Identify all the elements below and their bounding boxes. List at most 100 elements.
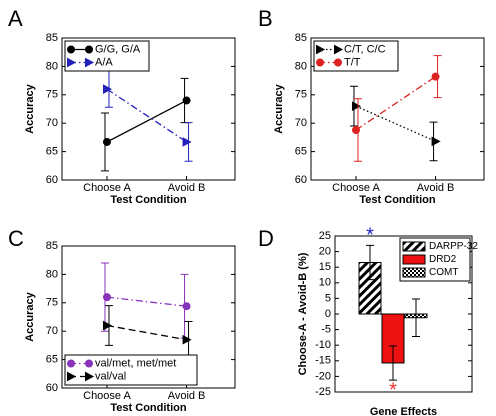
y-tick-label: 85 bbox=[46, 32, 58, 44]
data-point bbox=[102, 84, 113, 94]
y-tick-label: 65 bbox=[46, 354, 58, 366]
y-axis-label: Choose-A - Avoid-B (%) bbox=[297, 252, 309, 375]
annotation: * bbox=[389, 379, 397, 401]
y-axis-label: Accuracy bbox=[24, 291, 36, 341]
panel-label: C bbox=[8, 226, 24, 251]
legend-marker bbox=[316, 58, 324, 67]
y-tick-label: 70 bbox=[295, 117, 307, 129]
y-tick-label: 60 bbox=[295, 174, 307, 186]
data-point bbox=[431, 72, 440, 81]
series-line bbox=[106, 88, 187, 143]
legend-label: G/G, G/A bbox=[95, 43, 141, 55]
x-tick-label: Choose A bbox=[83, 390, 131, 402]
legend-label: A/A bbox=[95, 56, 113, 68]
x-tick-label: Avoid B bbox=[168, 390, 206, 402]
x-tick-label: Avoid B bbox=[168, 182, 206, 194]
series-line bbox=[355, 76, 436, 131]
y-tick-label: 75 bbox=[46, 89, 58, 101]
legend-marker bbox=[85, 57, 95, 68]
data-point bbox=[102, 293, 111, 302]
y-tick-label: 70 bbox=[46, 325, 58, 337]
legend-box bbox=[64, 40, 150, 72]
legend-marker bbox=[316, 44, 326, 55]
data-point bbox=[182, 334, 192, 345]
error-bar bbox=[389, 345, 397, 381]
y-axis-label: Accuracy bbox=[273, 83, 285, 133]
axes-frame bbox=[310, 37, 485, 181]
y-tick-label: -25 bbox=[315, 386, 331, 398]
legend-label: T/T bbox=[344, 56, 361, 68]
y-tick-label: 60 bbox=[46, 382, 58, 394]
data-point bbox=[182, 302, 191, 311]
legend-marker bbox=[67, 57, 77, 68]
x-tick-label: Choose A bbox=[83, 182, 131, 194]
data-point bbox=[351, 101, 362, 111]
y-tick-label: 0 bbox=[325, 308, 331, 320]
series-line bbox=[106, 324, 187, 341]
legend-marker bbox=[334, 58, 342, 67]
y-tick-label: 70 bbox=[46, 117, 58, 129]
y-tick-label: 60 bbox=[46, 174, 58, 186]
data-point bbox=[102, 137, 111, 146]
y-tick-label: 80 bbox=[46, 60, 58, 72]
series-line bbox=[106, 296, 187, 307]
panel-label: D bbox=[258, 226, 274, 251]
y-tick-label: 65 bbox=[295, 146, 307, 158]
legend-swatch bbox=[402, 267, 426, 278]
legend-label: C/T, C/C bbox=[344, 43, 386, 55]
x-axis-label: Test Condition bbox=[110, 402, 186, 414]
legend-label: DARPP-32 bbox=[429, 241, 478, 252]
legend-marker bbox=[334, 44, 344, 55]
legend-box bbox=[313, 40, 399, 72]
x-tick-label: Choose A bbox=[332, 182, 380, 194]
data-point bbox=[182, 96, 191, 105]
y-tick-label: 85 bbox=[46, 240, 58, 252]
y-tick-label: 75 bbox=[295, 89, 307, 101]
legend-marker bbox=[67, 45, 75, 54]
legend-swatch bbox=[402, 254, 426, 265]
y-tick-label: 15 bbox=[319, 261, 331, 273]
y-tick-label: 85 bbox=[295, 32, 307, 44]
series-line bbox=[355, 105, 436, 142]
x-axis-label: Test Condition bbox=[359, 194, 435, 206]
legend-marker bbox=[67, 359, 75, 368]
y-tick-label: -10 bbox=[315, 339, 331, 351]
x-tick-label: Avoid B bbox=[417, 182, 455, 194]
data-point bbox=[102, 320, 113, 331]
panel-label: B bbox=[258, 6, 273, 31]
y-tick-label: -5 bbox=[321, 324, 331, 336]
y-tick-label: 65 bbox=[46, 146, 58, 158]
data-point bbox=[431, 136, 441, 147]
panel-label: A bbox=[8, 6, 23, 31]
y-tick-label: 20 bbox=[319, 246, 331, 258]
series-line bbox=[106, 99, 187, 143]
x-axis-label: Test Condition bbox=[110, 194, 186, 206]
y-tick-label: 75 bbox=[46, 297, 58, 309]
y-axis-label: Accuracy bbox=[24, 83, 36, 133]
data-point bbox=[182, 137, 192, 147]
legend-label: val/val bbox=[95, 370, 126, 382]
axes-frame bbox=[61, 245, 236, 389]
axes-frame bbox=[61, 37, 236, 181]
y-tick-label: 25 bbox=[319, 230, 331, 242]
legend-marker bbox=[67, 371, 77, 382]
legend-label: val/met, met/met bbox=[95, 357, 176, 369]
y-tick-label: 80 bbox=[295, 60, 307, 72]
y-tick-label: 10 bbox=[319, 277, 331, 289]
legend-label: DRD2 bbox=[429, 254, 457, 265]
legend-label: COMT bbox=[429, 267, 458, 278]
y-tick-label: -20 bbox=[315, 370, 331, 382]
legend-swatch bbox=[402, 241, 426, 252]
error-bar bbox=[412, 298, 420, 337]
y-tick-label: 80 bbox=[46, 268, 58, 280]
data-point bbox=[351, 126, 360, 135]
legend-marker bbox=[85, 371, 95, 382]
y-tick-label: -15 bbox=[315, 355, 331, 367]
legend-marker bbox=[85, 45, 93, 54]
y-tick-label: 5 bbox=[325, 292, 331, 304]
error-bar bbox=[366, 244, 374, 281]
legend-marker bbox=[85, 359, 93, 368]
x-axis-label: Gene Effects bbox=[370, 406, 437, 416]
annotation: * bbox=[366, 225, 374, 247]
